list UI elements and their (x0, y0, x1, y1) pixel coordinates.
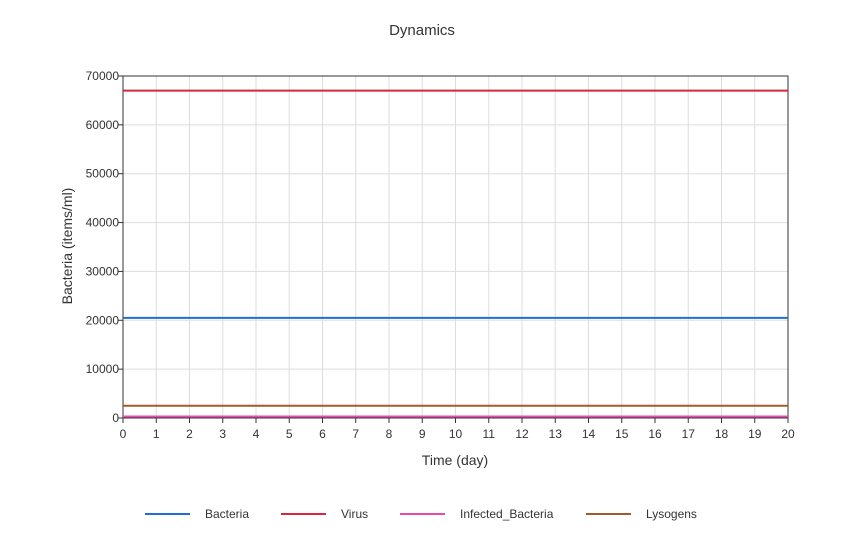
x-tick-label-19: 19 (748, 427, 762, 441)
legend-label: Infected_Bacteria (460, 507, 554, 521)
x-tick-label-13: 13 (549, 427, 563, 441)
legend-label: Lysogens (646, 507, 697, 521)
legend-item-lysogens: Lysogens (586, 507, 697, 521)
x-tick-label-1: 1 (153, 427, 160, 441)
y-tick-label-3: 30000 (86, 264, 120, 278)
chart-title: Dynamics (389, 22, 455, 39)
series-layer (123, 89, 788, 418)
x-tick-label-18: 18 (715, 427, 729, 441)
x-tick-label-10: 10 (449, 427, 463, 441)
y-tick-label-1: 10000 (86, 362, 120, 376)
x-tick-label-15: 15 (615, 427, 629, 441)
x-tick-label-2: 2 (186, 427, 193, 441)
x-tick-label-3: 3 (219, 427, 226, 441)
y-tick-label-5: 50000 (86, 167, 120, 181)
legend-item-virus: Virus (281, 507, 368, 521)
legend-item-bacteria: Bacteria (145, 507, 249, 521)
y-tick-label-6: 60000 (86, 118, 120, 132)
legend-item-infected-bacteria: Infected_Bacteria (400, 507, 554, 521)
tick-layer: 0 1 2 3 4 5 6 7 8 9 10 11 12 13 14 15 16 17 18 19 2001000020… (86, 69, 795, 441)
y-tick-label-7: 70000 (86, 69, 120, 83)
x-axis-label: Time (day) (422, 452, 488, 468)
legend: Bacteria Virus Infected_Bacteria Lysogens (145, 507, 697, 521)
x-tick-label-5: 5 (286, 427, 293, 441)
x-tick-label-9: 9 (419, 427, 426, 441)
legend-label: Bacteria (205, 507, 249, 521)
y-tick-label-0: 0 (112, 411, 119, 425)
x-tick-label-20: 20 (781, 427, 795, 441)
x-tick-label-4: 4 (253, 427, 260, 441)
x-tick-label-11: 11 (483, 427, 496, 441)
x-tick-label-17: 17 (682, 427, 696, 441)
x-tick-label-14: 14 (582, 427, 596, 441)
y-axis-label: Bacteria (items/ml) (59, 188, 75, 305)
legend-label: Virus (341, 507, 368, 521)
x-tick-label-6: 6 (319, 427, 326, 441)
x-tick-label-16: 16 (648, 427, 662, 441)
x-tick-label-0: 0 (120, 427, 127, 441)
grid-layer (122, 75, 789, 419)
x-tick-label-12: 12 (515, 427, 529, 441)
y-tick-label-4: 40000 (86, 216, 120, 230)
x-tick-label-8: 8 (386, 427, 393, 441)
x-tick-label-7: 7 (352, 427, 359, 441)
y-tick-label-2: 20000 (86, 313, 120, 327)
